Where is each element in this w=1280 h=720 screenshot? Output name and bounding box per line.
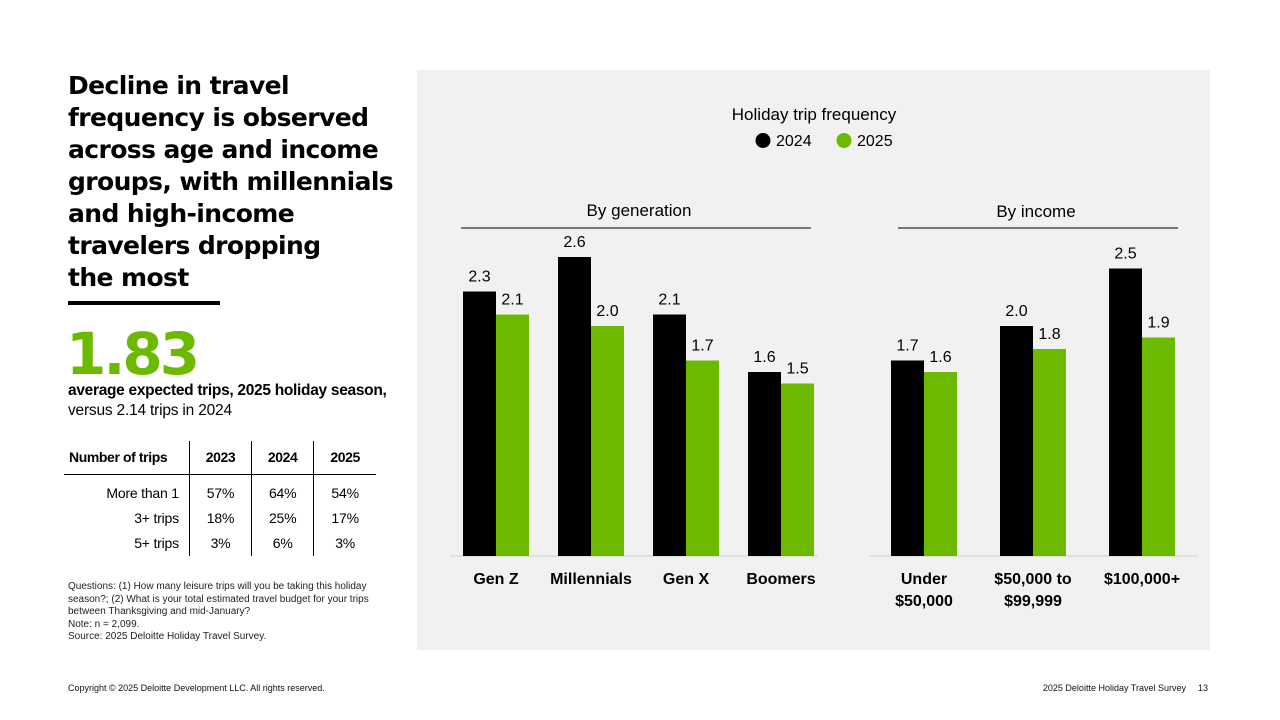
trip-frequency-chart: Holiday trip frequency 2024 2025 By generat… — [450, 105, 1197, 610]
data-label-2024: 2.6 — [563, 234, 585, 251]
bar-2024 — [463, 291, 496, 556]
table-cell: 6% — [251, 530, 315, 556]
category-label: $99,999 — [1004, 593, 1062, 610]
data-label-2025: 1.8 — [1038, 326, 1060, 343]
category-label: $100,000+ — [1104, 571, 1180, 588]
bar-2025 — [496, 314, 529, 556]
data-label-2025: 1.6 — [929, 349, 951, 366]
category-label: Gen Z — [473, 571, 519, 588]
bar-2025 — [1142, 337, 1175, 556]
bar-2024 — [1109, 268, 1142, 556]
headline-line: travelers dropping — [68, 231, 321, 260]
category-label: Gen X — [663, 571, 710, 588]
table-cell: 25% — [251, 505, 315, 531]
table-cell: 64% — [251, 474, 315, 505]
legend-marker-2025 — [836, 133, 852, 148]
data-label-2024: 2.0 — [1005, 303, 1027, 320]
trip-count-table: Number of trips 2023 2024 2025 More than… — [64, 441, 376, 556]
survey-name: 2025 Deloitte Holiday Travel Survey — [1042, 683, 1186, 693]
table-cell: 18% — [189, 505, 253, 531]
headline: Decline in travel frequency is observed … — [68, 70, 413, 294]
category-label: $50,000 to — [994, 571, 1072, 588]
copyright: Copyright © 2025 Deloitte Development LL… — [68, 683, 325, 693]
bar-2024 — [558, 257, 591, 556]
table-cell: 57% — [189, 474, 253, 505]
notes-sample-size: Note: n = 2,099. — [68, 618, 140, 630]
table-header-cell: 2025 — [313, 441, 376, 475]
headline-divider — [68, 301, 220, 305]
table-row: More than 1 57% 64% 54% — [64, 474, 376, 505]
table-cell: 5+ trips — [64, 530, 190, 556]
category-label: Boomers — [746, 571, 815, 588]
data-label-2025: 2.0 — [596, 303, 618, 320]
table-header-cell: 2023 — [189, 441, 253, 475]
bar-2024 — [653, 314, 686, 556]
bar-2025 — [1033, 349, 1066, 556]
headline-line: Decline in travel — [68, 71, 290, 100]
bar-2025 — [924, 372, 957, 556]
data-label-2024: 2.5 — [1114, 246, 1136, 263]
stat-description: average expected trips, 2025 holiday sea… — [68, 382, 387, 399]
data-label-2024: 1.7 — [896, 338, 918, 355]
headline-line: across age and income — [68, 135, 379, 164]
table-row: 5+ trips 3% 6% 3% — [64, 530, 376, 556]
category-label: Under — [901, 571, 947, 588]
table-cell: 3% — [189, 530, 253, 556]
notes: Questions: (1) How many leisure trips wi… — [68, 581, 408, 644]
legend-marker-2024 — [755, 133, 771, 148]
stat-comparison: versus 2.14 trips in 2024 — [68, 402, 232, 419]
bar-2024 — [748, 372, 781, 556]
headline-line: the most — [68, 263, 189, 292]
category-label: Millennials — [550, 571, 632, 588]
legend-label-2024: 2024 — [776, 133, 812, 150]
notes-questions: Questions: (1) How many leisure trips wi… — [68, 581, 369, 617]
table-row: 3+ trips 18% 25% 17% — [64, 505, 376, 531]
headline-line: and high-income — [68, 199, 295, 228]
chart-title: Holiday trip frequency — [732, 105, 897, 124]
legend-label-2025: 2025 — [857, 133, 893, 150]
bar-2025 — [591, 326, 624, 556]
page-number: 13 — [1197, 683, 1208, 693]
data-label-2024: 2.3 — [468, 269, 490, 286]
footer-meta: 2025 Deloitte Holiday Travel Survey 13 — [1043, 683, 1208, 693]
table-header-row: Number of trips 2023 2024 2025 — [64, 441, 376, 475]
table-cell: 54% — [331, 484, 359, 501]
notes-source: Source: 2025 Deloitte Holiday Travel Sur… — [68, 631, 267, 642]
bar-2024 — [1000, 326, 1033, 556]
table-cell: 3+ trips — [64, 505, 190, 531]
table-cell: 3% — [335, 535, 356, 552]
data-label-2025: 1.9 — [1147, 315, 1169, 332]
chart-panel: Holiday trip frequency 2024 2025 By generat… — [417, 70, 1210, 650]
data-label-2024: 1.6 — [753, 349, 775, 366]
headline-line: frequency is observed — [68, 103, 369, 132]
table-cell: 17% — [331, 509, 359, 526]
group-title: By income — [996, 202, 1075, 221]
bar-2025 — [686, 360, 719, 556]
bar-2024 — [891, 360, 924, 556]
table-cell: More than 1 — [64, 474, 190, 505]
category-label: $50,000 — [895, 593, 953, 610]
table-header-cell: 2024 — [251, 441, 315, 475]
headline-line: groups, with millennials — [68, 167, 394, 196]
bar-2025 — [781, 383, 814, 556]
data-label-2024: 2.1 — [658, 292, 680, 309]
group-title: By generation — [587, 201, 692, 220]
data-label-2025: 1.7 — [691, 338, 713, 355]
table-header-cell: Number of trips — [64, 441, 190, 475]
big-stat-value: 1.83 — [66, 320, 200, 388]
data-label-2025: 1.5 — [786, 361, 808, 378]
data-label-2025: 2.1 — [501, 292, 523, 309]
